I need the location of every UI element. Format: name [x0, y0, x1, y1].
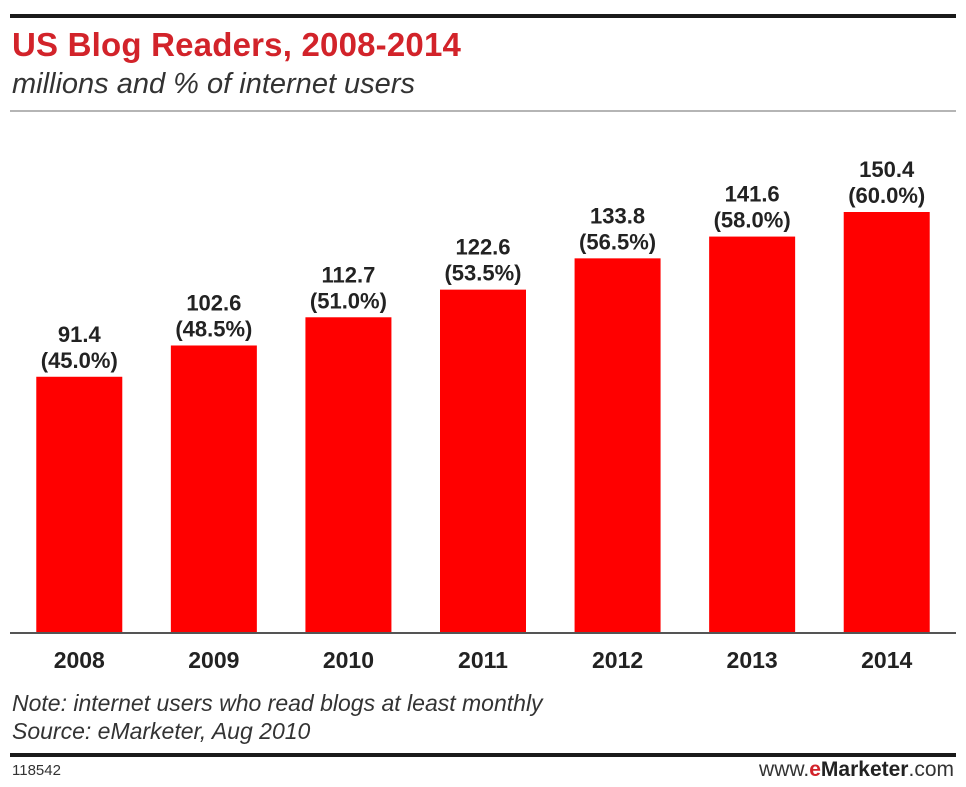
x-tick-2009: 2009 [188, 647, 239, 673]
bar-2009 [170, 345, 257, 632]
bar-2011 [440, 289, 526, 632]
top-rule [10, 14, 956, 18]
percent-label-2012: (56.5%) [579, 229, 656, 254]
brand-url[interactable]: www.eMarketer.com [759, 758, 954, 782]
percent-label-2013: (58.0%) [714, 208, 791, 233]
chart-id: 118542 [12, 762, 61, 779]
x-tick-2008: 2008 [54, 647, 105, 673]
x-tick-2013: 2013 [727, 647, 778, 673]
bar-2013 [709, 236, 796, 632]
brand-prefix: www. [759, 758, 810, 781]
brand-name: Marketer [820, 758, 909, 781]
chart-subtitle: millions and % of internet users [12, 68, 415, 100]
percent-label-2009: (48.5%) [175, 316, 252, 341]
bar-2012 [574, 258, 661, 632]
value-label-2009: 102.6 [186, 290, 241, 315]
bar-2010 [305, 317, 392, 632]
value-label-2014: 150.4 [859, 157, 915, 182]
chart-note: Note: internet users who read blogs at l… [12, 690, 543, 716]
percent-label-2011: (53.5%) [444, 261, 521, 286]
value-label-2012: 133.8 [590, 203, 645, 228]
percent-label-2008: (45.0%) [41, 348, 118, 373]
bottom-rule [10, 753, 956, 757]
x-tick-2011: 2011 [458, 647, 508, 673]
percent-label-2010: (51.0%) [310, 288, 387, 313]
x-tick-2014: 2014 [861, 647, 912, 673]
brand-e: e [809, 758, 821, 781]
x-tick-2012: 2012 [592, 647, 643, 673]
value-label-2013: 141.6 [725, 182, 780, 207]
value-label-2011: 122.6 [455, 235, 510, 260]
chart-source: Source: eMarketer, Aug 2010 [12, 718, 311, 744]
bar-chart: 91.4(45.0%) 2008 102.6(48.5%) 2009 112.7(51.… [10, 157, 956, 673]
value-label-2010: 112.7 [322, 262, 376, 287]
x-tick-2010: 2010 [323, 647, 374, 673]
chart-title: US Blog Readers, 2008-2014 [12, 26, 462, 63]
subtitle-rule [10, 110, 956, 112]
bar-2014 [843, 212, 930, 632]
value-label-2008: 91.4 [58, 322, 102, 347]
bar-2008 [36, 376, 123, 632]
brand-suffix: .com [908, 758, 954, 781]
percent-label-2014: (60.0%) [848, 183, 925, 208]
